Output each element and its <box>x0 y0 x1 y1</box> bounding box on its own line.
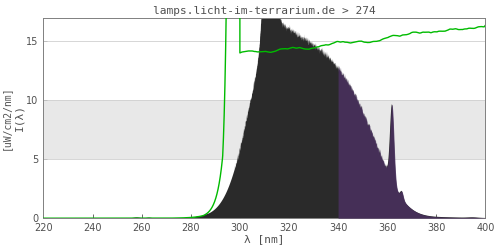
Bar <box>44 100 486 159</box>
X-axis label: λ [nm]: λ [nm] <box>244 234 284 244</box>
Text: [uW/cm2/nm]: [uW/cm2/nm] <box>1 86 11 150</box>
Y-axis label: I(λ): I(λ) <box>15 104 25 132</box>
Title: lamps.licht-im-terrarium.de > 274: lamps.licht-im-terrarium.de > 274 <box>153 6 376 16</box>
